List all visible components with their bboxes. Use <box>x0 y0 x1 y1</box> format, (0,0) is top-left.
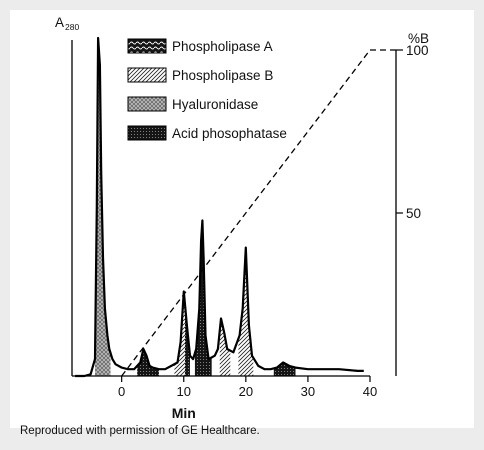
legend-swatch-hyaluronidase <box>127 96 167 112</box>
x-tick-label-20: 20 <box>239 384 253 399</box>
x-tick-label-0: 0 <box>118 384 125 399</box>
gradient-b-line <box>121 49 371 377</box>
legend: Phospholipase A Phospholipase B Hyaluronid… <box>127 38 287 141</box>
right-tick-label-50: 50 <box>406 206 421 221</box>
right-tick-label-100: 100 <box>406 43 429 58</box>
left-axis-label: A <box>55 15 64 30</box>
region-phospholipase-b-6 <box>238 247 254 376</box>
x-tick-label-40: 40 <box>363 384 377 399</box>
shaded-regions <box>94 38 296 376</box>
legend-swatch-phospholipase-b <box>127 67 167 83</box>
gradient-line <box>121 49 396 377</box>
region-acid-phosophatase-4 <box>194 220 212 376</box>
left-axis-label-subscript: 280 <box>65 22 79 32</box>
legend-swatch-phospholipase-a <box>127 38 167 54</box>
x-axis-label: Min <box>172 405 196 421</box>
x-tick-label-30: 30 <box>301 384 315 399</box>
axes: 0 10 20 30 40 50 100 Min %B A 280 <box>55 15 429 421</box>
region-hyaluronidase-0 <box>94 38 111 376</box>
x-tick-label-10: 10 <box>177 384 191 399</box>
legend-label-phospholipase-a: Phospholipase A <box>172 39 273 54</box>
legend-swatch-acid-phosophatase <box>127 125 167 141</box>
absorbance-trace <box>75 36 364 378</box>
right-axis-label: %B <box>408 31 429 46</box>
region-phospholipase-b-2 <box>174 291 185 376</box>
figure-caption: Reproduced with permission of GE Healthc… <box>20 425 260 437</box>
legend-label-acid-phosophatase: Acid phosophatase <box>172 126 287 141</box>
legend-label-phospholipase-b: Phospholipase B <box>172 68 273 83</box>
legend-label-hyaluronidase: Hyaluronidase <box>172 97 258 112</box>
absorbance-line <box>75 36 364 378</box>
region-phospholipase-b-5 <box>219 318 231 376</box>
